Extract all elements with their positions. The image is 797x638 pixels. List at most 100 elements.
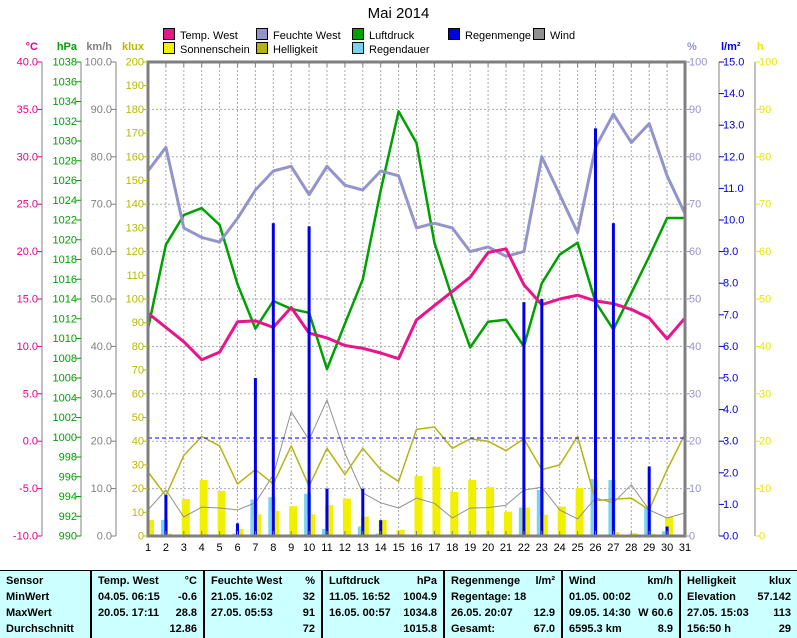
wind-durchschnitt-value: 8.9 — [657, 623, 673, 635]
axis-h-tick-label: 10 — [759, 483, 771, 495]
legend-label: Regenmenge — [465, 30, 532, 42]
bar-sonnenschein-day-8 — [271, 510, 280, 535]
axis-km-h-tick-label: 20.0 — [91, 436, 112, 448]
row-label-durchschnitt-label: Durchschnitt — [6, 623, 74, 635]
luftdruck-minwert: 11.05. 16:52 1004.9 — [323, 589, 443, 605]
axis-hpa-tick-label: 992 — [59, 511, 77, 523]
axis-klux-tick-label: 160 — [126, 151, 144, 163]
x-axis-label-day-9: 9 — [288, 542, 294, 554]
regenmenge-maxwert-value: 12.9 — [533, 607, 555, 619]
x-axis-label-day-27: 27 — [607, 542, 619, 554]
temp-west-header: Temp. West °C — [92, 571, 203, 589]
axis-l-m-tick-label: 3.0 — [723, 436, 738, 448]
luftdruck-swatch-icon — [352, 28, 364, 40]
axis-h-tick-label: 20 — [759, 436, 771, 448]
axis-hpa-tick-label: 1024 — [53, 195, 77, 207]
helligkeit-maxwert-value: 113 — [773, 607, 791, 619]
legend-item-regendauer: Regendauer — [352, 42, 430, 56]
axis-hpa-tick-label: 1038 — [53, 57, 77, 69]
helligkeit-durchschnitt: 156:50 h 29 — [681, 621, 797, 637]
legend-label: Helligkeit — [273, 44, 318, 56]
axis-h-tick-label: 30 — [759, 388, 771, 400]
axis-l-m-tick-label: 10.0 — [723, 215, 744, 227]
axis-l-m-tick-label: 2.0 — [723, 467, 738, 479]
table-column-temp-west: Temp. West °C 04.05. 06:15 -0.6 20.05. 17:11… — [90, 571, 203, 638]
axis-klux-tick-label: 60 — [132, 388, 144, 400]
legend-item-wind: Wind — [533, 28, 576, 42]
axis-hpa-tick-label: 1026 — [53, 175, 77, 187]
axis-h: h 0 10 20 30 40 50 60 70 80 90 100 — [754, 41, 777, 543]
axis-hpa-tick-label: 1016 — [53, 274, 77, 286]
luftdruck-header-label: Luftdruck — [329, 575, 380, 587]
x-axis-label-day-7: 7 — [252, 542, 258, 554]
axis--tick-label: 20 — [689, 436, 701, 448]
axis-hpa-tick-label: 1018 — [53, 254, 77, 266]
series-regenmenge — [164, 128, 669, 536]
axis--tick-label: 30 — [689, 388, 701, 400]
axis-klux-tick-label: 200 — [126, 57, 144, 69]
axis-hpa-tick-label: 1010 — [53, 333, 77, 345]
axis-klux-tick-label: 80 — [132, 341, 144, 353]
feuchte-west-maxwert-label: 27.05. 05:53 — [211, 607, 273, 619]
helligkeit-header-label: Helligkeit — [687, 575, 736, 587]
legend-label: Luftdruck — [369, 30, 415, 42]
helligkeit-minwert-label: Elevation — [687, 591, 736, 603]
x-axis-label-day-12: 12 — [339, 542, 351, 554]
legend-item-feuchte-west: Feuchte West — [256, 28, 341, 42]
bar-regenmenge-day-30 — [665, 526, 669, 535]
axis-c-tick-label: 40.0 — [17, 57, 38, 69]
axis--tick-label: 40 — [689, 341, 701, 353]
bar-regenmenge-day-10 — [307, 226, 311, 535]
wind-minwert-label: 01.05. 00:02 — [569, 591, 631, 603]
axis-hpa-tick-label: 996 — [59, 471, 77, 483]
bar-sonnenschein-day-23 — [539, 514, 548, 535]
axis-km-h-tick-label: 100.0 — [84, 57, 112, 69]
regenmenge-swatch-icon — [448, 28, 460, 40]
legend-label: Sonnenschein — [180, 44, 250, 56]
axis-hpa-tick-label: 1004 — [53, 392, 77, 404]
axis--tick-label: 70 — [689, 199, 701, 211]
x-axis-label-day-28: 28 — [625, 542, 637, 554]
axis-hpa-tick-label: 1008 — [53, 353, 77, 365]
feuchte-west-minwert: 21.05. 16:02 32 — [205, 589, 321, 605]
helligkeit-header: Helligkeit klux — [681, 571, 797, 589]
helligkeit-maxwert: 27.05. 15:03 113 — [681, 605, 797, 621]
wind-header: Wind km/h — [563, 571, 679, 589]
axis-hpa-tick-label: 1032 — [53, 116, 77, 128]
legend-label: Wind — [550, 30, 576, 42]
x-axis-label-day-15: 15 — [392, 542, 404, 554]
axis-klux-tick-label: 100 — [126, 294, 144, 306]
axis--tick-label: 80 — [689, 151, 701, 163]
axis-klux-tick-label: 120 — [126, 246, 144, 258]
luftdruck-minwert-label: 11.05. 16:52 — [329, 591, 391, 603]
axis-km-h: km/h 0.0 10.0 20.0 30.0 40.0 50.0 60.0 70.0 80.0 9… — [84, 41, 117, 543]
row-label-maxwert: MaxWert — [0, 605, 90, 621]
x-axis-label-day-30: 30 — [661, 542, 673, 554]
axis-c-tick-label: -10.0 — [13, 531, 38, 543]
axis-hpa-tick-label: 1034 — [53, 96, 77, 108]
bar-sonnenschein-day-11 — [325, 505, 333, 535]
regenmenge-durchschnitt-label: Gesamt: — [451, 623, 496, 635]
axis-h-tick-label: 60 — [759, 246, 771, 258]
feuchte-west-maxwert: 27.05. 05:53 91 — [205, 605, 321, 621]
axis-hpa-tick-label: 1006 — [53, 373, 77, 385]
axis--unit: % — [687, 41, 697, 53]
axis-km-h-tick-label: 10.0 — [91, 483, 112, 495]
bar-regenmenge-day-23 — [540, 299, 544, 535]
axis-h-unit: h — [757, 41, 764, 53]
axis-km-h-tick-label: 70.0 — [91, 199, 112, 211]
bar-regenmenge-day-26 — [594, 128, 597, 536]
feuchte-west-header: Feuchte West% — [205, 571, 321, 589]
wind-header-label: Wind — [569, 575, 596, 587]
axis--tick-label: 50 — [689, 294, 701, 306]
x-axis-label-day-22: 22 — [518, 542, 530, 554]
regenmenge-header: Regenmenge l/m² — [445, 571, 561, 589]
axis-l-m-tick-label: 5.0 — [723, 373, 738, 385]
axis-h-tick-label: 50 — [759, 294, 771, 306]
axis--tick-label: 10 — [689, 483, 701, 495]
axis-klux-tick-label: 30 — [132, 459, 144, 471]
axis-km-h-tick-label: 30.0 — [91, 388, 112, 400]
temp-west-swatch-icon — [163, 28, 175, 40]
x-axis-label-day-13: 13 — [357, 542, 369, 554]
